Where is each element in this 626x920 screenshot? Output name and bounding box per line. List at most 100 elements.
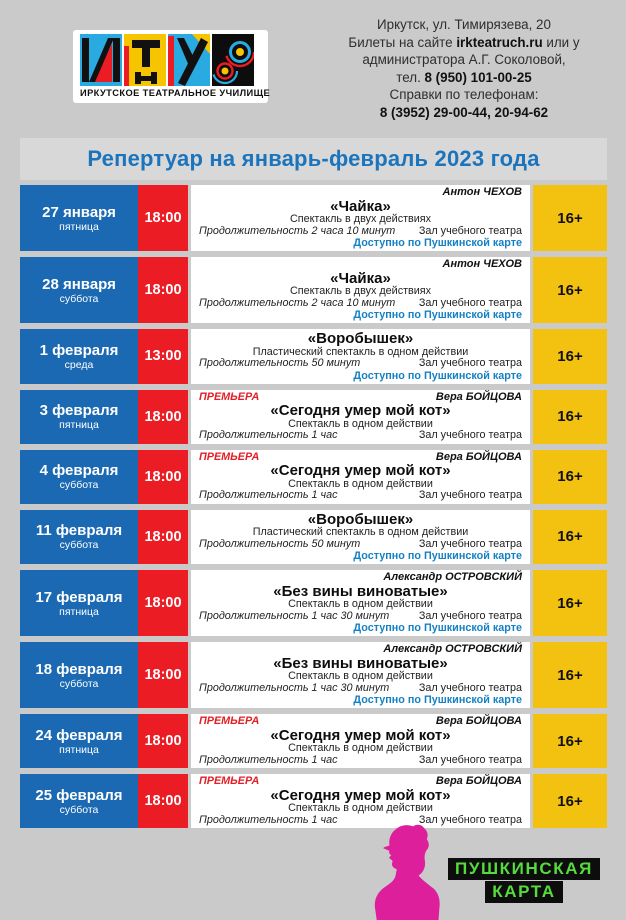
logo-caption: ИРКУТСКОЕ ТЕАТРАЛЬНОЕ УЧИЛИЩЕ (80, 88, 271, 98)
logo-tile-60-icon (212, 34, 254, 86)
date-label: 11 февраля (35, 522, 123, 540)
date-label: 1 февраля (39, 341, 119, 359)
duration-label: Продолжительность 2 часа 10 минут (199, 296, 396, 309)
show-description: Спектакль в одном действии (288, 670, 433, 682)
weekday-label: пятница (59, 419, 99, 431)
poster-page: { "page": { "title": "Репертуар на январ… (20, 17, 607, 920)
time-cell: 18:00 (138, 642, 188, 708)
author-line: Антон ЧЕХОВ (199, 186, 522, 199)
show-info-cell: Антон ЧЕХОВ «Чайка» Спектакль в двух дей… (191, 185, 530, 251)
show-info-cell: Александр ОСТРОВСКИЙ «Без вины виноватые… (191, 642, 530, 708)
show-info-cell: «Воробышек» Пластический спектакль в одн… (191, 329, 530, 384)
hall-label: Зал учебного театра (418, 537, 522, 550)
author-line: ПРЕМЬЕРА Вера БОЙЦОВА (199, 390, 522, 404)
author-line: Александр ОСТРОВСКИЙ (199, 571, 522, 584)
contact-line: Иркутск, ул. Тимирязева, 20 (377, 17, 551, 32)
logo-tile-t-face-icon (124, 34, 166, 86)
hall-label: Зал учебного театра (418, 681, 522, 694)
schedule-row: 11 февраля суббота 18:00 «Воробышек» Пла… (20, 509, 607, 564)
premiere-badge: ПРЕМЬЕРА (199, 390, 260, 403)
author-line: Антон ЧЕХОВ (199, 258, 522, 271)
date-label: 17 февраля (35, 588, 123, 606)
schedule: 27 января пятница 18:00 Антон ЧЕХОВ «Чай… (20, 185, 607, 834)
author-line: Александр ОСТРОВСКИЙ (199, 643, 522, 656)
author-label: Вера БОЙЦОВА (435, 390, 522, 403)
show-title: «Без вины виноватые» (273, 582, 448, 600)
date-cell: 11 февраля суббота (20, 509, 138, 564)
premiere-badge: ПРЕМЬЕРА (199, 450, 260, 463)
weekday-label: суббота (59, 292, 99, 305)
pushkin-card-line2: КАРТА (485, 881, 563, 903)
author-line: ПРЕМЬЕРА Вера БОЙЦОВА (199, 715, 522, 728)
author-label: Вера БОЙЦОВА (435, 715, 522, 727)
author-label: Антон ЧЕХОВ (442, 186, 522, 198)
schedule-row: 3 февраля пятница 18:00 ПРЕМЬЕРА Вера БО… (20, 389, 607, 444)
time-cell: 18:00 (138, 389, 188, 444)
time-cell: 18:00 (138, 257, 188, 323)
date-label: 4 февраля (39, 462, 119, 479)
author-label: Александр ОСТРОВСКИЙ (383, 571, 522, 583)
show-title: «Воробышек» (307, 330, 414, 347)
duration-line: Продолжительность 2 часа 10 минут Зал уч… (199, 296, 522, 310)
duration-label: Продолжительность 1 час (199, 753, 338, 766)
show-description: Спектакль в одном действии (288, 742, 433, 754)
weekday-label: пятница (59, 743, 99, 756)
duration-label: Продолжительность 2 часа 10 минут (199, 224, 396, 237)
duration-label: Продолжительность 1 час 30 минут (199, 681, 390, 694)
show-description: Спектакль в одном действии (288, 598, 433, 610)
author-line: ПРЕМЬЕРА Вера БОЙЦОВА (199, 450, 522, 464)
page-title: Репертуар на январь-февраль 2023 года (87, 146, 540, 171)
duration-line: Продолжительность 1 час Зал учебного теа… (199, 753, 522, 767)
weekday-label: пятница (59, 605, 99, 618)
pushkin-card-note: Доступно по Пушкинской карте (353, 237, 522, 249)
age-rating-badge: 16+ (533, 257, 607, 323)
age-rating-badge: 16+ (533, 642, 607, 708)
duration-label: Продолжительность 1 час (199, 489, 338, 501)
duration-label: Продолжительность 1 час 30 минут (199, 609, 390, 622)
show-title: «Воробышек» (307, 510, 414, 528)
duration-label: Продолжительность 50 минут (199, 537, 361, 550)
duration-line: Продолжительность 50 минут Зал учебного … (199, 357, 522, 370)
schedule-row: 28 января суббота 18:00 Антон ЧЕХОВ «Чай… (20, 257, 607, 323)
contact-line: Билеты на сайте irkteatruch.ru или у (348, 34, 580, 50)
hall-label: Зал учебного театра (418, 813, 522, 826)
contact-line: тел. 8 (950) 101-00-25 (396, 69, 532, 85)
pushkin-card-note: Доступно по Пушкинской карте (353, 369, 522, 382)
duration-label: Продолжительность 50 минут (199, 357, 361, 369)
age-rating-badge: 16+ (533, 329, 607, 384)
date-label: 25 февраля (35, 786, 123, 804)
weekday-label: среда (64, 358, 94, 371)
premiere-badge: ПРЕМЬЕРА (199, 775, 260, 787)
date-cell: 17 февраля пятница (20, 570, 138, 636)
date-label: 24 февраля (35, 726, 123, 744)
date-label: 28 января (42, 275, 116, 293)
itu-logo-tiles (80, 34, 261, 86)
duration-line: Продолжительность 1 час Зал учебного теа… (199, 813, 522, 827)
contact-line: администратора А.Г. Соколовой, (362, 52, 566, 68)
premiere-badge: ПРЕМЬЕРА (199, 715, 260, 727)
schedule-row: 1 февраля среда 13:00 «Воробышек» Пласти… (20, 329, 607, 384)
duration-line: Продолжительность 1 час Зал учебного теа… (199, 489, 522, 502)
duration-line: Продолжительность 2 часа 10 минут Зал уч… (199, 224, 522, 238)
duration-line: Продолжительность 1 час 30 минут Зал уче… (199, 609, 522, 623)
hall-label: Зал учебного театра (418, 753, 522, 766)
pushkin-card-line1: ПУШКИНСКАЯ (448, 858, 600, 880)
show-description: Пластический спектакль в одном действии (252, 345, 469, 358)
contact-line: Справки по телефонам: (389, 87, 539, 103)
time-cell: 18:00 (138, 449, 188, 504)
show-description: Спектакль в одном действии (288, 417, 433, 430)
date-label: 18 февраля (35, 660, 123, 678)
time-cell: 18:00 (138, 185, 188, 251)
age-rating-badge: 16+ (533, 449, 607, 504)
date-cell: 3 февраля пятница (20, 389, 138, 444)
date-cell: 28 января суббота (20, 257, 138, 323)
date-cell: 27 января пятница (20, 185, 138, 251)
date-label: 3 февраля (39, 402, 119, 419)
hall-label: Зал учебного театра (418, 357, 522, 369)
time-cell: 18:00 (138, 570, 188, 636)
author-label: Антон ЧЕХОВ (442, 258, 522, 270)
duration-line: Продолжительность 1 час 30 минут Зал уче… (199, 681, 522, 695)
show-description: Спектакль в двух действиях (289, 213, 432, 225)
show-description: Спектакль в двух действиях (289, 285, 432, 297)
show-description: Пластический спектакль в одном действии (252, 526, 469, 538)
